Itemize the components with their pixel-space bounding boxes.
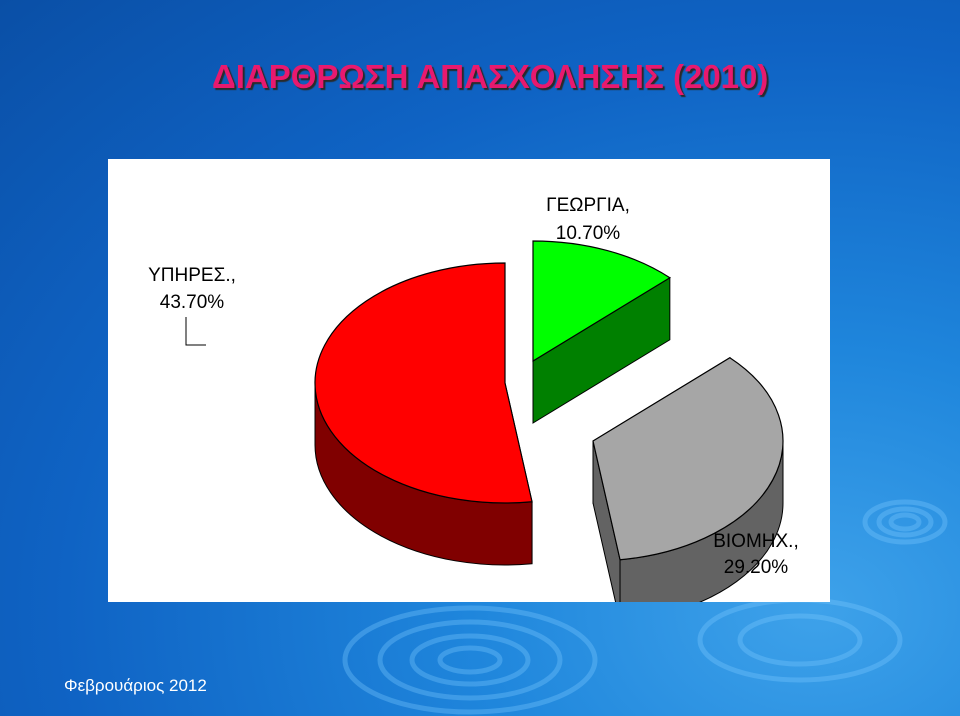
slice-βιομηχ <box>592 356 784 602</box>
slice-label-γεωργια-name: ΓΕΩΡΓΙΑ, <box>546 195 630 216</box>
footer-date: Φεβρουάριος 2012 <box>64 676 207 695</box>
slice-γεωργια-top <box>532 240 671 363</box>
slice-label-βιομηχ-name: ΒΙΟΜΗΧ., <box>713 531 799 552</box>
slice-label-βιομηχ-value: 29.20% <box>724 557 789 578</box>
slice-label-γεωργια-value: 10.70% <box>556 223 621 244</box>
chart-panel: ΓΕΩΡΓΙΑ, 10.70% ΒΙΟΜΗΧ., 29.20% ΥΠΗΡΕΣ., 43.7… <box>108 159 830 602</box>
slice-label-υπηρες-value: 43.70% <box>160 292 225 313</box>
slide-title: ΔΙΑΡΘΡΩΣΗ ΑΠΑΣΧΟΛΗΣΗΣ (2010) <box>212 58 769 95</box>
slice-label-υπηρες-name: ΥΠΗΡΕΣ., <box>148 265 236 286</box>
slice-label-leader-line <box>185 317 206 346</box>
slice-υπηρες <box>314 262 533 566</box>
pie-chart: ΓΕΩΡΓΙΑ, 10.70% ΒΙΟΜΗΧ., 29.20% ΥΠΗΡΕΣ., 43.7… <box>148 195 799 602</box>
slice-βιομηχ-top <box>592 357 784 561</box>
slice-υπηρες-top <box>314 262 533 504</box>
slice-γεωργια <box>532 240 671 424</box>
